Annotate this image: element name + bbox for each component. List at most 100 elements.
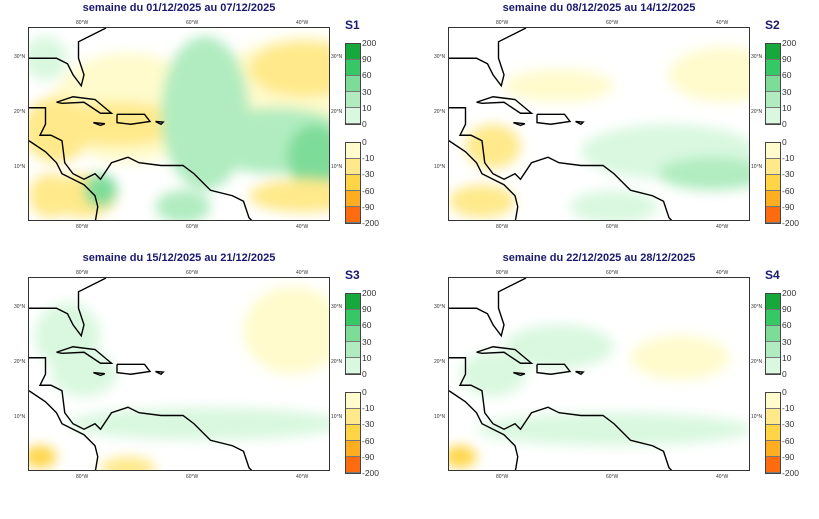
anomaly-area: [29, 96, 90, 163]
longitude-label: 40°W: [716, 270, 729, 276]
anomaly-area: [449, 445, 477, 468]
legend-swatch: [346, 207, 360, 223]
longitude-label: 80°W: [496, 474, 509, 480]
coastline: [536, 363, 572, 375]
latitude-label: 20°N: [14, 109, 26, 116]
legend-tick: 90: [782, 304, 792, 315]
legend-tick: 30: [362, 86, 372, 97]
legend-swatch: [346, 409, 360, 425]
legend-swatch: [766, 457, 780, 473]
legend-swatch: [346, 143, 360, 159]
longitude-label: 60°W: [606, 224, 619, 230]
coastline: [29, 140, 99, 220]
legend-swatch: [766, 76, 780, 92]
legend-swatch: [766, 441, 780, 457]
legend-swatch: [346, 159, 360, 175]
map-panel: semaine du 01/12/2025 au 07/12/2025 80°W 8…: [0, 0, 410, 250]
legend-tick: 90: [362, 304, 372, 315]
legend-swatch: [346, 310, 360, 326]
panel-title: semaine du 15/12/2025 au 21/12/2025: [82, 252, 276, 264]
legend-swatch: [766, 175, 780, 191]
legend-swatch: [766, 108, 780, 124]
map-canvas: [449, 28, 749, 220]
latitude-label: 10°N: [434, 164, 446, 171]
longitude-label: 40°W: [296, 224, 309, 230]
precipitation-anomaly-map: [448, 277, 750, 471]
longitude-label: 40°W: [716, 474, 729, 480]
anomaly-area: [476, 412, 749, 446]
legend-tick: -90: [782, 201, 795, 212]
map-canvas: [29, 28, 329, 220]
longitude-label: 80°W: [496, 224, 509, 230]
coastline: [513, 121, 526, 127]
legend-swatch: [766, 326, 780, 342]
legend-negative: [345, 142, 361, 224]
legend-tick: -60: [782, 185, 795, 196]
legend-positive: [765, 293, 781, 375]
anomaly-area: [504, 324, 614, 369]
legend-tick: 0: [782, 137, 787, 147]
legend-negative: [765, 142, 781, 224]
legend-swatch: [766, 44, 780, 60]
latitude-label: 10°N: [14, 414, 26, 421]
longitude-label: 80°W: [76, 20, 89, 26]
longitude-label: 60°W: [606, 270, 619, 276]
longitude-label: 60°W: [606, 20, 619, 26]
coastline: [575, 370, 585, 376]
latitude-label: 20°N: [434, 109, 446, 116]
legend-swatch: [346, 326, 360, 342]
longitude-label: 60°W: [186, 270, 199, 276]
legend-tick: 200: [362, 288, 377, 298]
legend-tick: 10: [782, 352, 792, 363]
coastline: [29, 107, 253, 220]
coastline: [476, 96, 534, 114]
anomaly-area: [504, 69, 614, 103]
coastline: [155, 120, 165, 126]
legend-tick: 60: [362, 70, 372, 81]
coastline: [93, 371, 106, 377]
map-panel: semaine du 15/12/2025 au 21/12/2025 80°W 8…: [0, 250, 410, 500]
precipitation-anomaly-map: [28, 277, 330, 471]
coastline: [29, 357, 253, 470]
map-panel: semaine du 22/12/2025 au 28/12/2025 80°W 8…: [420, 250, 819, 500]
legend-swatch: [766, 191, 780, 207]
week-label: S2: [765, 18, 780, 32]
latitude-label: 20°N: [751, 109, 763, 116]
anomaly-area: [630, 335, 730, 380]
longitude-label: 60°W: [606, 474, 619, 480]
legend-swatch: [766, 294, 780, 310]
legend-tick: -200: [782, 218, 800, 228]
legend-tick: 0: [782, 369, 787, 379]
latitude-label: 30°N: [331, 54, 343, 61]
week-label: S1: [345, 18, 360, 32]
legend-swatch: [766, 207, 780, 223]
latitude-label: 20°N: [331, 109, 343, 116]
longitude-label: 40°W: [716, 224, 729, 230]
longitude-label: 60°W: [186, 20, 199, 26]
map-canvas: [449, 278, 749, 470]
legend-swatch: [346, 191, 360, 207]
precipitation-anomaly-map: [28, 27, 330, 221]
legend-tick: 0: [362, 119, 367, 129]
legend-tick: 0: [362, 387, 367, 397]
latitude-label: 20°N: [751, 359, 763, 366]
legend-tick: -60: [362, 435, 375, 446]
coastline: [536, 113, 572, 125]
legend-tick: 200: [782, 38, 797, 48]
coastline: [449, 390, 519, 470]
legend-tick: -30: [362, 419, 375, 430]
legend-tick: -30: [362, 169, 375, 180]
latitude-label: 10°N: [434, 414, 446, 421]
anomaly-area: [155, 190, 211, 220]
legend-swatch: [346, 108, 360, 124]
legend-tick: 0: [362, 369, 367, 379]
legend-tick: 0: [362, 137, 367, 147]
legend-swatch: [346, 294, 360, 310]
panel-title: semaine du 01/12/2025 au 07/12/2025: [82, 2, 276, 14]
panel-title: semaine du 22/12/2025 au 28/12/2025: [502, 252, 696, 264]
legend-tick: -10: [362, 153, 375, 164]
coastline: [513, 371, 526, 377]
coastline: [29, 278, 107, 338]
legend-tick: 10: [362, 352, 372, 363]
longitude-label: 80°W: [496, 270, 509, 276]
